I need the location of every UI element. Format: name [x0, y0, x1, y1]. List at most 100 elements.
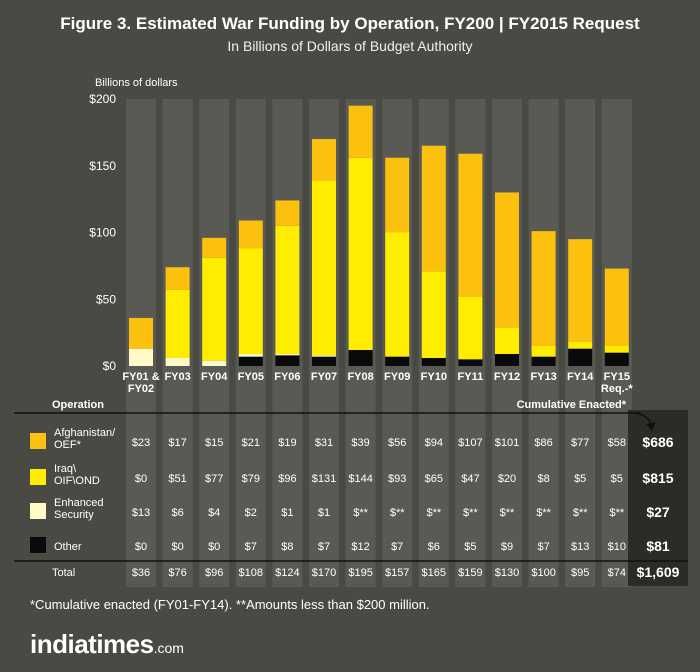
table-cell: $51: [168, 473, 186, 485]
table-cell: $12: [351, 541, 369, 553]
total-cell: $74: [608, 567, 626, 579]
table-cell: $47: [461, 473, 479, 485]
x-category-label: FY09: [384, 371, 410, 383]
y-tick-label: $50: [96, 292, 116, 306]
legend-swatch: [30, 433, 46, 449]
cumulative-cell: $81: [646, 538, 670, 554]
x-category-label: FY03: [164, 371, 190, 383]
total-cell: $124: [275, 567, 299, 579]
table-cell: $0: [135, 473, 147, 485]
bar-enhanced-security: [312, 355, 336, 357]
table-cell: $0: [208, 541, 220, 553]
total-cell: $157: [385, 567, 409, 579]
y-axis-label: Billions of dollars: [95, 77, 178, 89]
table-cell: $**: [573, 507, 588, 519]
cumulative-panel: [628, 410, 688, 586]
bar-enhanced-security: [238, 353, 263, 357]
legend-swatch: [30, 537, 46, 553]
bar-iraq: [421, 271, 446, 358]
total-cell: $100: [531, 567, 555, 579]
table-cell: $65: [425, 473, 443, 485]
table-cell: $7: [537, 541, 549, 553]
bar-iraq: [202, 257, 227, 361]
bar-other: [531, 356, 556, 366]
table-cell: $8: [537, 473, 549, 485]
total-cell: $108: [239, 567, 263, 579]
table-cell: $7: [318, 541, 330, 553]
x-category-label: FY08: [347, 371, 373, 383]
table-cell: $5: [464, 541, 476, 553]
table-cell: $93: [388, 473, 406, 485]
bar-other: [312, 356, 336, 366]
table-cell: $**: [609, 507, 624, 519]
bar-afghanistan: [604, 268, 629, 346]
bar-other: [495, 353, 519, 366]
table-cell: $21: [242, 437, 260, 449]
table-cell: $77: [571, 437, 589, 449]
x-category-label: FY13: [530, 371, 556, 383]
bar-afghanistan: [129, 317, 153, 349]
total-cell: $159: [458, 567, 482, 579]
table-cell: $77: [205, 473, 223, 485]
table-cell: $56: [388, 437, 406, 449]
table-cell: $23: [132, 437, 150, 449]
table-cell: $0: [135, 541, 147, 553]
table-cell: $17: [168, 437, 186, 449]
table-cell: $15: [205, 437, 223, 449]
x-category-label: FY04: [201, 371, 228, 383]
bar-afghanistan: [531, 231, 556, 346]
brand-suffix: .com: [153, 640, 184, 656]
brand-logo: indiatimes.com: [30, 629, 184, 660]
bar-other: [421, 357, 446, 366]
bar-afghanistan: [348, 105, 373, 158]
bar-iraq: [568, 341, 593, 349]
total-cell: $195: [348, 567, 372, 579]
bar-iraq: [348, 157, 373, 350]
table-cell: $**: [426, 507, 441, 519]
table-cell: $19: [278, 437, 296, 449]
bar-afghanistan: [312, 139, 336, 181]
table-cell: $9: [501, 541, 513, 553]
table-cell: $**: [500, 507, 515, 519]
bar-afghanistan: [238, 220, 263, 249]
bar-afghanistan: [568, 239, 593, 342]
table-cell: $107: [458, 437, 482, 449]
table-cell: $2: [245, 507, 257, 519]
bar-afghanistan: [385, 157, 410, 233]
table-cell: $7: [245, 541, 257, 553]
bar-afghanistan: [458, 153, 483, 297]
bar-other: [458, 359, 483, 366]
cumulative-cell: $686: [642, 434, 673, 450]
x-category-label: FY05: [238, 371, 264, 383]
table-cell: $101: [495, 437, 519, 449]
bar-iraq: [385, 232, 410, 357]
table-cell: $0: [171, 541, 183, 553]
bar-enhanced-security: [165, 357, 190, 366]
table-cell: $**: [536, 507, 551, 519]
table-cell: $13: [132, 507, 150, 519]
bar-iraq: [238, 248, 263, 354]
bar-other: [238, 356, 263, 366]
table-cell: $94: [425, 437, 443, 449]
table-cell: $20: [498, 473, 516, 485]
table-cell: $10: [608, 541, 626, 553]
legend-label: Enhanced Security: [54, 497, 104, 521]
y-tick-label: $100: [89, 226, 116, 240]
table-cell: $5: [574, 473, 586, 485]
legend-label: Other: [54, 541, 82, 553]
bar-iraq: [275, 225, 300, 354]
table-cell: $**: [463, 507, 478, 519]
table-cell: $**: [353, 507, 368, 519]
table-cell: $7: [391, 541, 403, 553]
table-cell: $**: [390, 507, 405, 519]
total-cell: $130: [495, 567, 519, 579]
total-cell: $165: [422, 567, 446, 579]
legend-swatch: [30, 469, 46, 485]
bar-enhanced-security: [275, 353, 300, 356]
cumulative-arrowhead: [646, 422, 656, 431]
bar-other: [604, 352, 629, 366]
operation-header: Operation: [52, 399, 104, 411]
cumulative-cell: $27: [646, 504, 670, 520]
table-cell: $31: [315, 437, 333, 449]
table-cell: $86: [534, 437, 552, 449]
